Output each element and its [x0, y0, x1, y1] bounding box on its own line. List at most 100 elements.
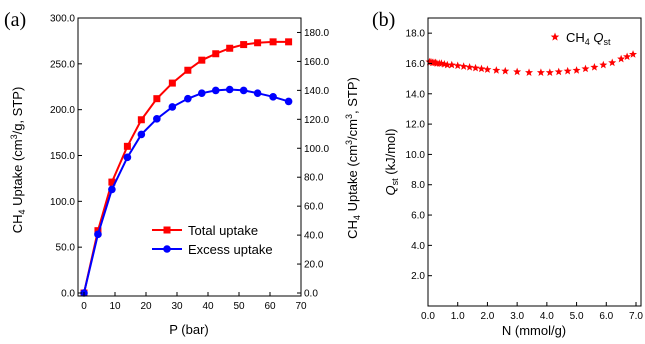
series-total-point	[212, 50, 220, 58]
series-total-point	[240, 41, 248, 49]
series-excess-point	[269, 93, 277, 101]
series-qst-point	[572, 66, 581, 74]
series-excess-point	[184, 94, 192, 103]
panel-a-xlabel: P (bar)	[169, 322, 209, 337]
series-qst-point	[471, 63, 480, 72]
panel-a-ytick-right-label: 160.0	[304, 57, 329, 68]
panel-a-xtick-label: 40	[202, 301, 214, 312]
panel-a-legend: Total uptake Excess uptake	[152, 223, 273, 257]
panel-a-ytick-left-label: 250.0	[50, 59, 75, 70]
series-qst-point	[453, 61, 462, 70]
panel-b: (b) 0.0 1.0 2.0 3.0 4.0 5.0 6.0 7.0 2.0 4.0 6.0 8.0…	[372, 9, 643, 338]
series-excess-point	[168, 103, 177, 111]
series-qst-point	[477, 64, 486, 73]
panel-a-ytick-right-label: 0.0	[304, 289, 318, 300]
panel-b-xtick-label: 2.0	[480, 311, 494, 322]
panel-a-ytick-left-label: 50.0	[56, 243, 76, 254]
series-excess-point	[108, 185, 116, 194]
panel-b-legend: CH4 Qst	[550, 30, 611, 47]
panel-a-label: (a)	[4, 9, 26, 31]
series-qst-point	[629, 50, 638, 58]
panel-a-ylabel-right: CH4 Uptake (cm3/cm3, STP)	[344, 77, 362, 239]
panel-b-ytick-label: 12.0	[406, 120, 426, 131]
series-excess-point	[211, 86, 220, 95]
series-total-point	[269, 38, 277, 46]
series-qst-point	[459, 62, 468, 70]
series-qst-point	[623, 52, 632, 61]
panel-a-xtick-label: 70	[295, 301, 307, 312]
series-qst-point	[581, 64, 590, 73]
series-qst-point	[501, 66, 510, 75]
series-qst-point	[563, 66, 572, 75]
panel-a-frame	[77, 17, 302, 297]
series-qst-point	[443, 60, 452, 69]
legend-total-marker	[163, 226, 171, 234]
panel-a-ytick-right-label: 20.0	[304, 260, 324, 271]
panel-b-ytick-label: 2.0	[411, 271, 425, 282]
series-excess-point	[123, 153, 132, 162]
series-qst-point	[447, 60, 456, 69]
series-excess-point	[225, 85, 234, 94]
panel-b-xtick-label: 4.0	[540, 311, 554, 322]
series-excess-point	[94, 230, 102, 239]
panel-a-ylabel-left: CH4 Uptake (cm3/g, STP)	[9, 87, 27, 234]
series-total-point	[184, 66, 192, 74]
panel-b-ticks-layer: 0.0 1.0 2.0 3.0 4.0 5.0 6.0 7.0 2.0 4.0 6.0 8.0 10.0…	[406, 29, 644, 322]
series-total-point	[254, 39, 262, 47]
series-excess-point	[253, 89, 262, 97]
panel-a-xtick-label: 60	[264, 301, 276, 312]
series-total-point	[168, 79, 176, 87]
panel-a-ytick-left-label: 300.0	[50, 14, 75, 25]
panel-a-xtick-label: 0	[81, 301, 87, 312]
panel-a-ytick-right-label: 40.0	[304, 231, 324, 242]
series-qst-point	[554, 67, 563, 76]
panel-b-xtick-label: 3.0	[510, 311, 524, 322]
series-total-point	[226, 44, 234, 52]
series-qst-point	[590, 63, 599, 71]
panel-a-ytick-left-label: 100.0	[50, 197, 75, 208]
series-total-point	[123, 142, 131, 150]
legend-excess-marker	[163, 245, 171, 253]
series-qst-point	[483, 65, 492, 73]
legend-excess-label: Excess uptake	[188, 242, 273, 257]
panel-b-ylabel: Qst (kJ/mol)	[383, 129, 400, 196]
panel-a-series-layer	[80, 38, 293, 297]
panel-b-xtick-label: 0.0	[421, 311, 435, 322]
panel-a-ytick-right-label: 100.0	[304, 144, 329, 155]
panel-b-xtick-label: 5.0	[570, 311, 584, 322]
panel-b-series-layer	[425, 50, 638, 76]
panel-b-ytick-label: 14.0	[406, 89, 426, 100]
panel-a-ticks-layer: 0 10 20 30 40 50 60 700.050.0100.0150.0200.0250…	[50, 14, 329, 313]
panel-a-ytick-right-label: 80.0	[304, 173, 324, 184]
panel-b-ytick-label: 10.0	[406, 150, 426, 161]
panel-b-ytick-label: 8.0	[411, 180, 425, 191]
panel-a: (a) 0 10 20 30 40 50 60 700.050.0100.0150.0200.…	[4, 9, 362, 337]
panel-a-ytick-right-label: 140.0	[304, 86, 329, 97]
series-qst-point	[599, 60, 608, 69]
panel-b-xlabel: N (mmol/g)	[502, 323, 566, 338]
panel-a-xtick-label: 20	[140, 301, 152, 312]
panel-b-ytick-label: 4.0	[411, 241, 425, 252]
series-qst-point	[617, 54, 626, 63]
panel-b-xtick-label: 1.0	[451, 311, 465, 322]
series-qst-point	[545, 68, 554, 76]
series-excess-point	[137, 130, 146, 139]
series-qst-point	[492, 66, 501, 74]
panel-b-ytick-label: 6.0	[411, 211, 425, 222]
panel-a-xtick-label: 50	[233, 301, 245, 312]
panel-a-xtick-label: 10	[109, 301, 121, 312]
series-total-point	[285, 38, 293, 46]
panel-b-xtick-label: 7.0	[629, 311, 643, 322]
legend-qst-marker	[550, 32, 560, 41]
series-total-point	[137, 116, 145, 124]
panel-a-ytick-right-label: 180.0	[304, 28, 329, 39]
series-excess-point	[153, 115, 161, 123]
panel-b-ytick-label: 16.0	[406, 59, 426, 70]
series-qst-point	[536, 68, 545, 76]
series-total-point	[108, 178, 116, 186]
series-total-point	[153, 95, 161, 103]
panel-a-xtick-label: 30	[171, 301, 183, 312]
panel-b-frame	[427, 17, 642, 307]
panel-a-ytick-right-label: 60.0	[304, 202, 324, 213]
